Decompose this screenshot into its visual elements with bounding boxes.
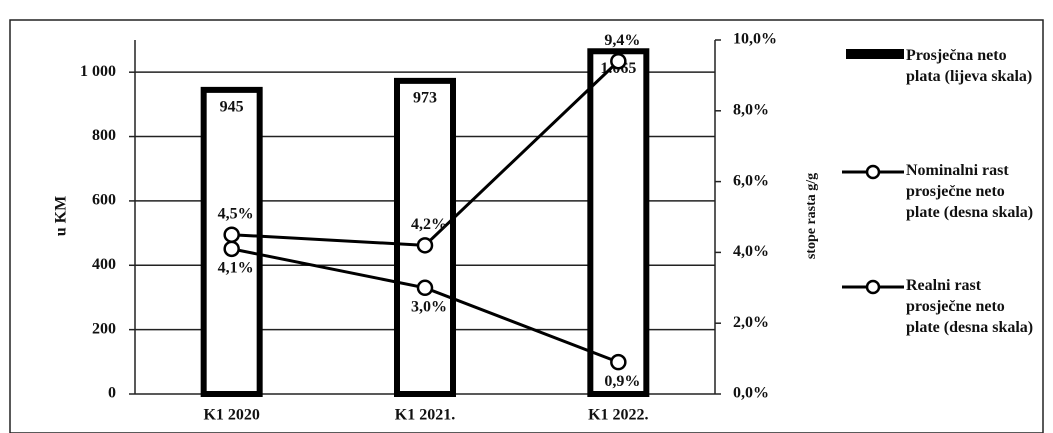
- line-marker: [610, 52, 627, 70]
- legend-swatch: [842, 279, 904, 295]
- x-tick-label: K1 2022.: [588, 407, 648, 424]
- y-tick-label: 1 000: [80, 63, 116, 80]
- legend-swatch: [846, 49, 904, 59]
- data-label: 9,4%: [604, 32, 640, 49]
- legend-marker: [865, 164, 881, 180]
- x-tick-label: K1 2021.: [395, 407, 455, 424]
- line-marker: [416, 237, 434, 254]
- legend-item: Nominalni rast prosječne neto plate (des…: [840, 160, 1040, 250]
- legend-label: Realni rast prosječne neto plate (desna …: [906, 277, 1034, 336]
- y-tick-label: 400: [92, 256, 116, 273]
- legend-label: Prosječna neto plata (lijeva skala): [906, 47, 1033, 85]
- data-label: 0,9%: [604, 373, 640, 390]
- y-tick-label: 600: [92, 192, 116, 209]
- bar: [587, 48, 650, 397]
- line-marker: [610, 353, 627, 371]
- legend-item: Prosječna neto plata (lijeva skala): [840, 45, 1040, 135]
- legend-bar: [846, 49, 904, 59]
- y2-tick-label: 10,0%: [733, 31, 777, 48]
- bar-label: 945: [220, 99, 244, 116]
- y2-tick-label: 4,0%: [733, 243, 769, 260]
- y2-tick-label: 6,0%: [733, 172, 769, 189]
- y-tick-label: 800: [92, 127, 116, 144]
- y-tick-label: 0: [108, 385, 116, 402]
- data-label: 4,2%: [411, 216, 447, 233]
- frame: [9, 19, 1044, 433]
- legend-marker: [865, 279, 881, 295]
- legend-item: Realni rast prosječne neto plate (desna …: [840, 275, 1040, 365]
- line-marker: [223, 226, 240, 243]
- y2-tick-label: 0,0%: [733, 385, 769, 402]
- x-tick-label: K1 2020: [203, 407, 259, 424]
- legend-label: Nominalni rast prosječne neto plate (des…: [906, 162, 1034, 221]
- y2-axis-label: stope rasta g/g: [804, 173, 819, 259]
- line-marker: [223, 240, 240, 258]
- data-label: 4,1%: [218, 260, 254, 277]
- y2-tick-label: 2,0%: [733, 314, 769, 331]
- bar-label: 973: [413, 90, 437, 107]
- data-label: 3,0%: [411, 298, 447, 315]
- line-marker: [416, 279, 434, 297]
- y2-tick-label: 8,0%: [733, 101, 769, 118]
- data-label: 4,5%: [218, 205, 254, 222]
- y-tick-label: 200: [92, 320, 116, 337]
- y-axis-label: u KM: [53, 196, 70, 236]
- legend-swatch: [842, 164, 904, 180]
